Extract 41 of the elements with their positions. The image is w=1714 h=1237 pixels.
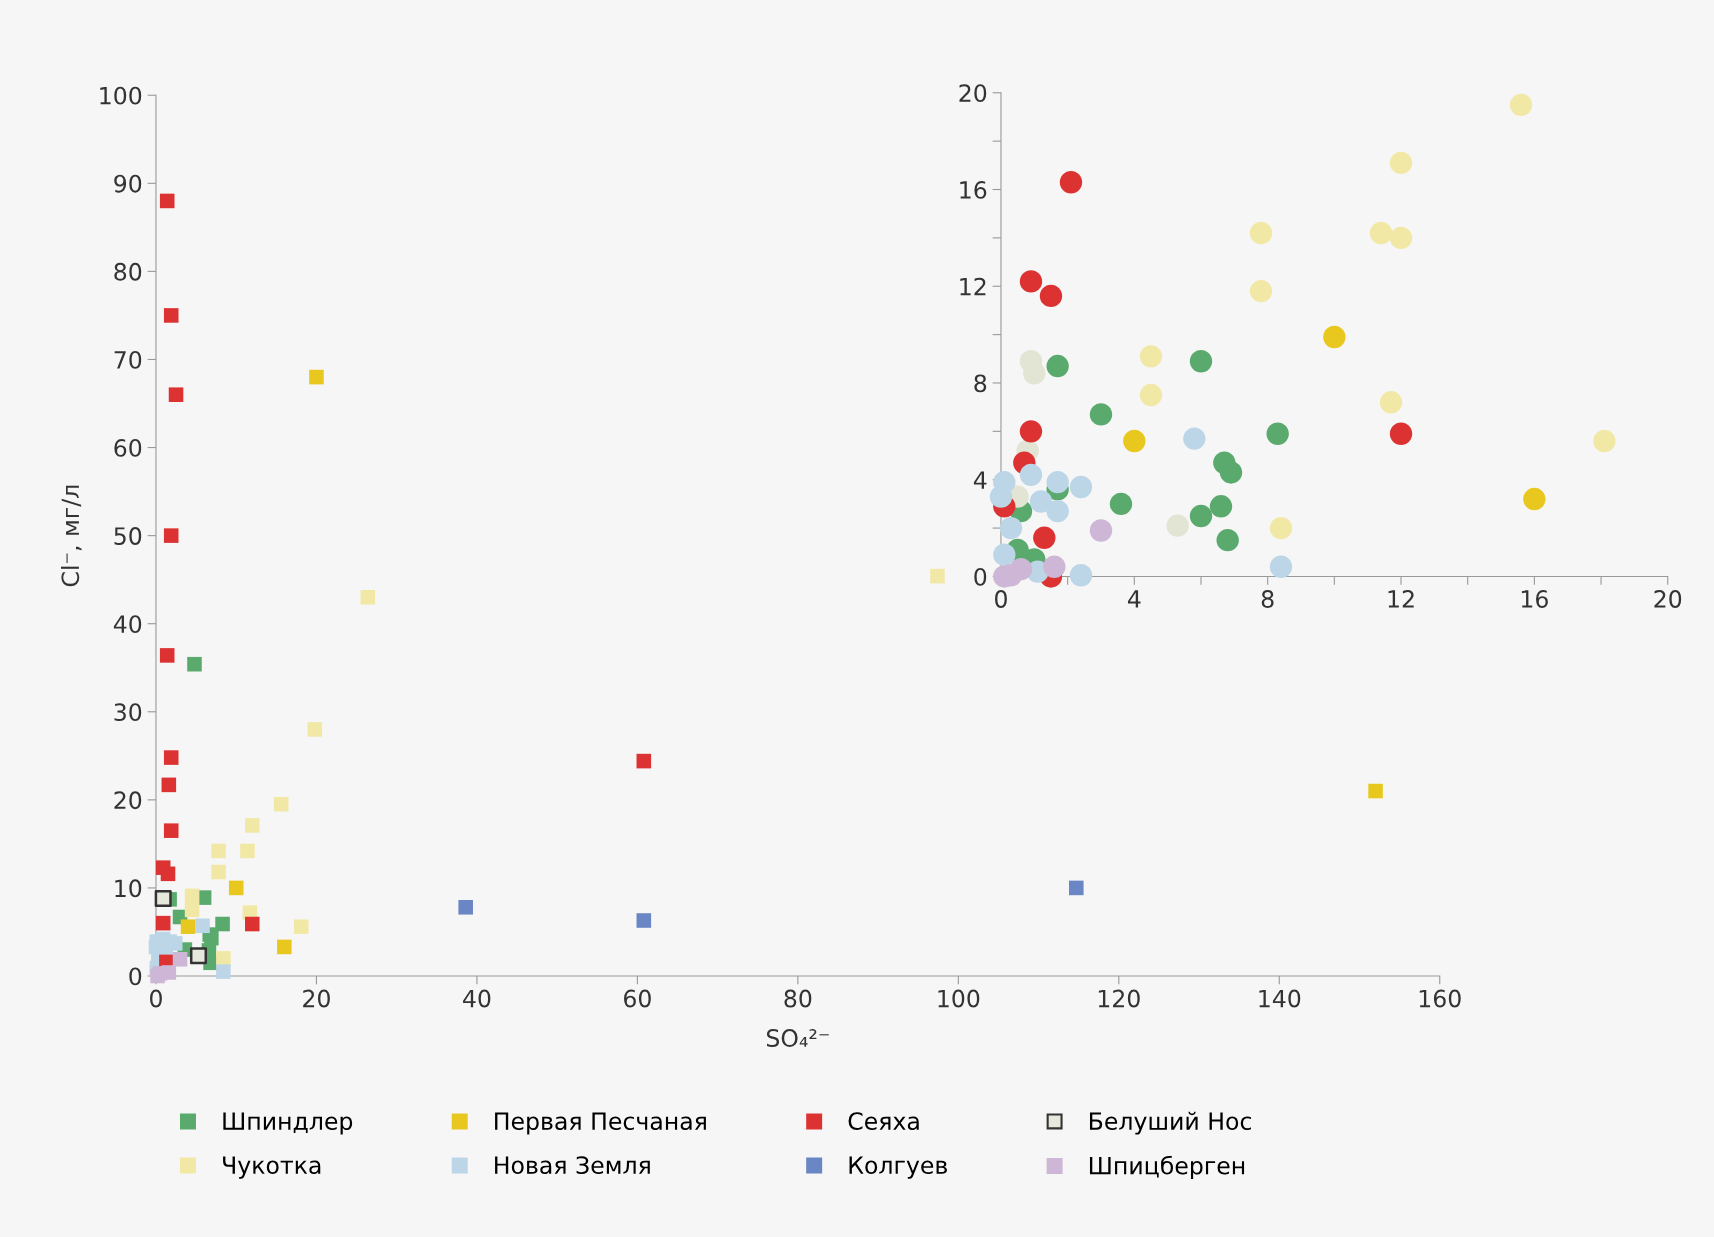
legend-label: Шпицберген [1089,1155,1245,1180]
legend-label: Новая Земля [495,1156,650,1175]
y-tick-label: 0 [129,967,142,986]
x-tick-label: 0 [995,590,1007,608]
y-tick-label: 0 [974,567,987,586]
x-tick-label: 12 [1388,590,1414,608]
y-axis-title: Cl⁻, мг/л [60,485,82,587]
legend-label: Чукотка [223,1156,321,1179]
x-tick-label: 16 [1521,590,1548,608]
y-tick-label: 16 [960,180,987,199]
x-tick-label: 120 [1098,989,1140,1008]
x-tick-label: 80 [784,989,812,1008]
x-tick-label: 4 [1127,590,1141,608]
x-tick-label: 140 [1259,989,1301,1008]
y-tick-label: 8 [974,374,987,393]
y-tick-label: 20 [959,84,987,103]
x-tick-label: 40 [463,989,491,1008]
x-tick-label: 8 [1261,590,1274,608]
y-tick-label: 80 [114,262,142,281]
y-tick-label: 50 [114,527,142,545]
legend-label: Колгуев [849,1156,947,1179]
x-tick-label: 160 [1419,989,1461,1008]
y-tick-label: 100 [100,86,142,105]
x-tick-label: 0 [150,989,162,1008]
x-axis-title: SO₄²⁻ [766,1029,829,1047]
y-tick-label: 10 [115,879,142,898]
y-tick-label: 40 [113,615,142,633]
legend-label: Белуший Нос [1089,1111,1251,1135]
y-tick-label: 70 [114,350,142,369]
y-tick-label: 60 [114,438,142,457]
x-tick-label: 20 [1654,590,1682,608]
legend-label: Сеяха [848,1112,919,1131]
y-tick-label: 30 [114,703,142,722]
x-tick-label: 20 [303,989,330,1008]
legend-label: Шпиндлер [223,1112,353,1135]
y-tick-label: 4 [973,471,987,489]
y-tick-label: 90 [114,174,142,193]
x-tick-label: 60 [624,989,651,1008]
legend-label: Первая Песчаная [495,1112,706,1135]
y-tick-label: 20 [114,791,142,810]
y-tick-label: 12 [960,277,986,296]
